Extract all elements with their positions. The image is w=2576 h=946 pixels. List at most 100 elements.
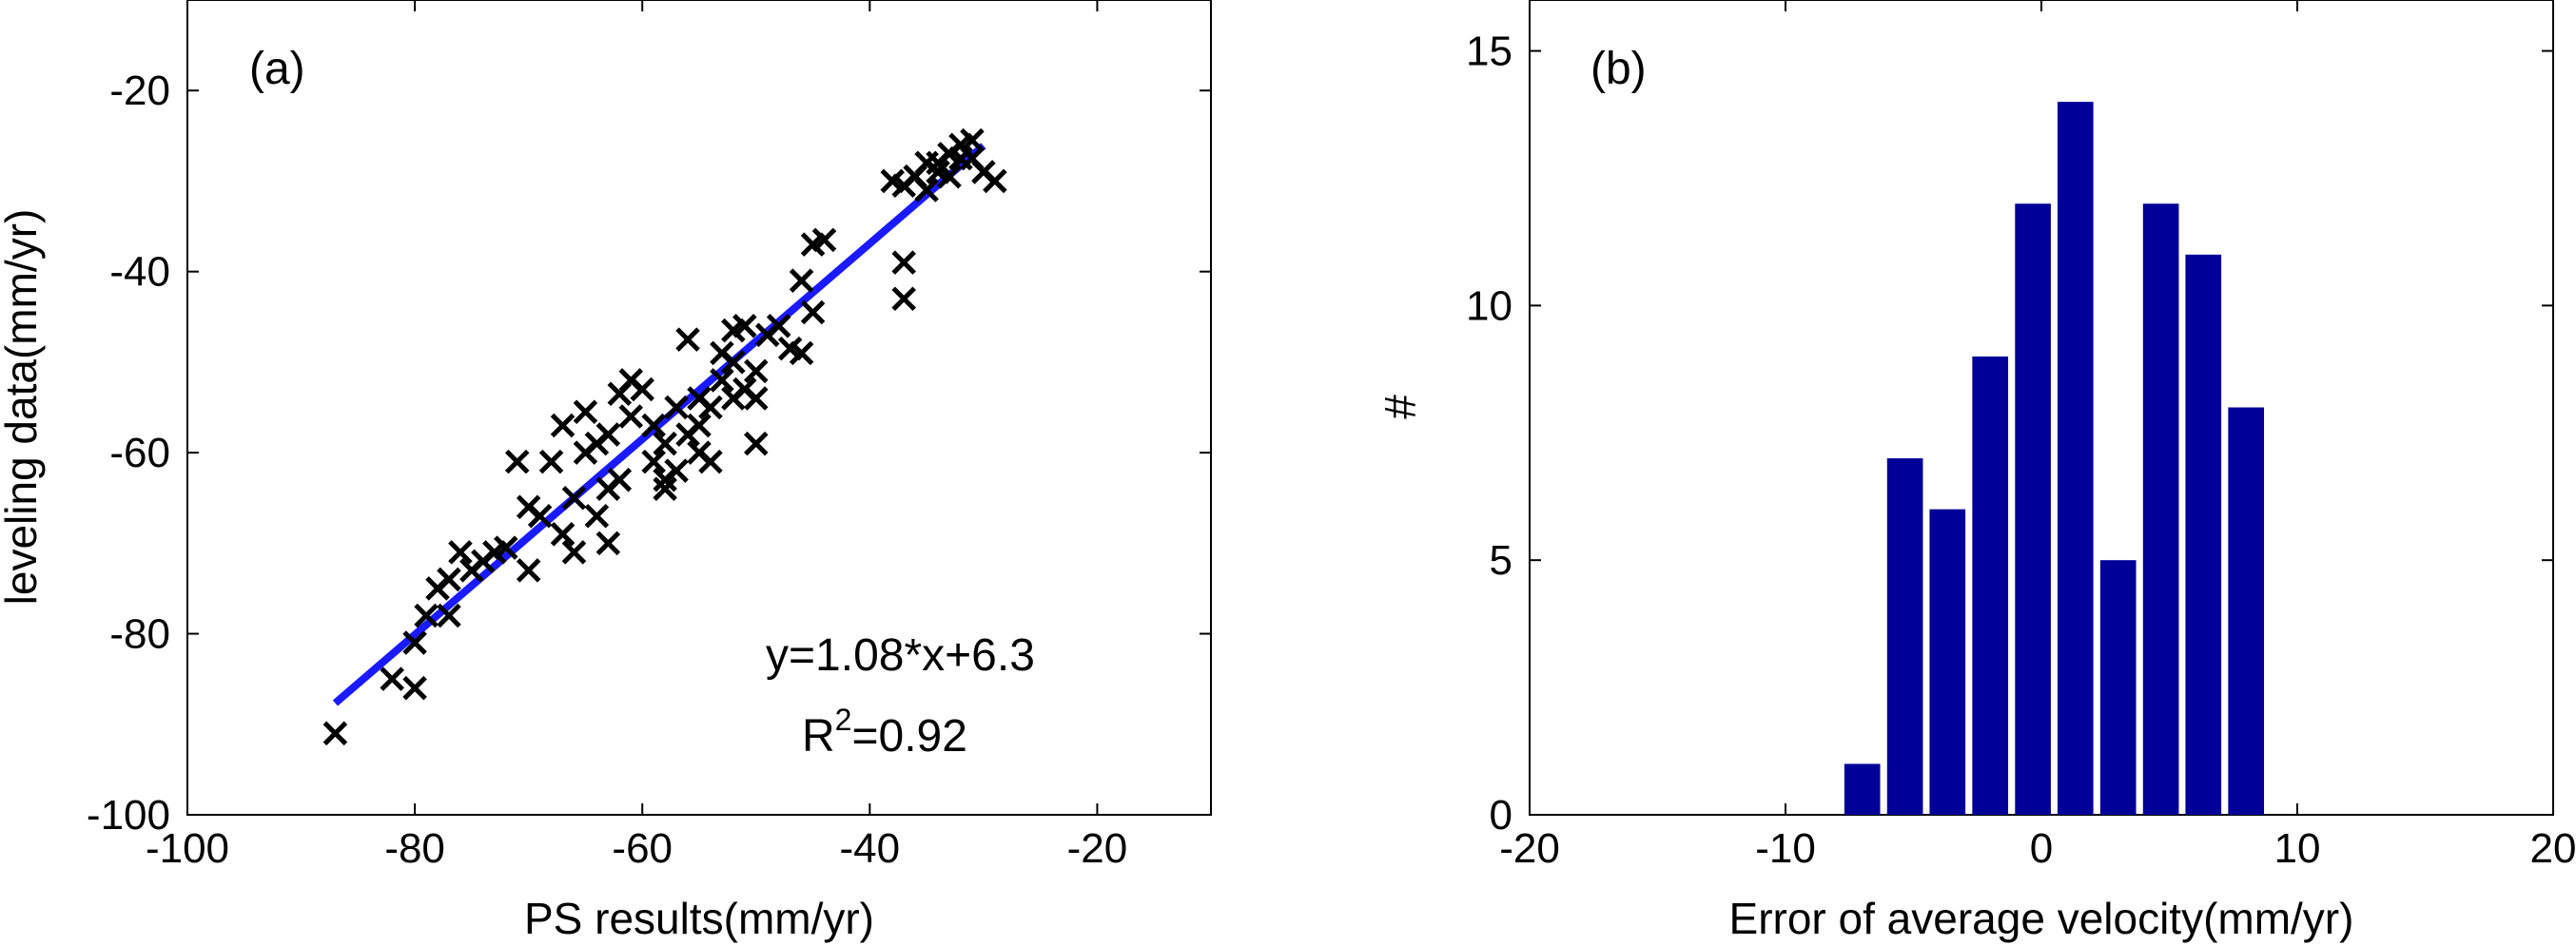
panel-a-point-stroke	[664, 458, 689, 483]
panel-b-bar	[1929, 509, 1966, 815]
panel-a-r-sup: 2	[835, 703, 852, 737]
panel-b-x-tick-label: -10	[1755, 825, 1816, 872]
panel-b-bar	[2015, 203, 2051, 815]
panel-a-point	[573, 399, 598, 425]
panel-a-point	[891, 250, 916, 275]
panel-a-point	[721, 350, 746, 375]
panel-a-point-stroke	[437, 567, 461, 592]
panel-a-point	[983, 168, 1007, 194]
panel-a-point-stroke	[732, 314, 757, 338]
panel-a-point	[437, 603, 461, 628]
panel-a-x-axis-label: PS results(mm/yr)	[524, 894, 874, 943]
panel-b-y-tick-label: 0	[1490, 792, 1512, 839]
panel-b-x-tick-label: -20	[1499, 825, 1560, 872]
panel-a-point	[744, 386, 769, 411]
panel-a-r-squared: R2=0.92	[802, 703, 967, 762]
panel-a-point-stroke	[402, 675, 427, 701]
panel-a-x-tick-label: -60	[612, 825, 673, 872]
panel-a-point	[380, 666, 404, 691]
panel-b-bar	[2185, 254, 2222, 815]
panel-a-x-tick-label: -20	[1067, 825, 1128, 872]
panel-a-point-stroke	[584, 503, 610, 529]
panel-a-y-tick-label: -80	[109, 611, 170, 658]
panel-b-y-axis-label: #	[1376, 395, 1425, 419]
panel-a-point	[618, 404, 644, 429]
panel-a-point-stroke	[538, 449, 564, 474]
panel-a-point-stroke	[653, 431, 677, 456]
panel-a-point	[402, 675, 427, 701]
panel-b-x-tick-label: 10	[2274, 825, 2321, 872]
panel-a-point-stroke	[493, 535, 518, 560]
panel-a-point-stroke	[744, 386, 769, 411]
panel-a-point	[516, 558, 541, 583]
panel-a-r-value: =0.92	[851, 711, 966, 762]
panel-b-bar	[1844, 763, 1881, 815]
panel-b-x-tick-label: 20	[2530, 825, 2576, 872]
panel-a-point	[550, 522, 576, 547]
panel-a-point	[744, 431, 769, 456]
panel-a-point	[698, 449, 723, 474]
panel-a-point-stroke	[641, 449, 666, 474]
panel-a-point-stroke	[891, 286, 916, 312]
panel-a-point-stroke	[926, 160, 950, 184]
panel-b-ticks: -20 -10 0 10 20 0 5 10 15	[1466, 0, 2576, 872]
panel-a-point-stroke	[664, 395, 689, 420]
panel-a: (a) -100 -80 -60 -40 -20 -100 -80 -60 -40 -20 y=1…	[0, 0, 1212, 943]
panel-a-point	[811, 227, 837, 253]
panel-b-bar	[1886, 458, 1923, 815]
panel-a-point	[891, 286, 916, 312]
panel-a-point-stroke	[687, 413, 712, 438]
panel-b-label: (b)	[1590, 44, 1647, 94]
panel-b-bar	[2228, 407, 2265, 815]
panel-a-equation: y=1.08*x+6.3	[766, 630, 1035, 681]
panel-a-point-stroke	[811, 227, 837, 253]
panel-a-point-stroke	[800, 299, 826, 325]
panel-a-point-stroke	[504, 449, 530, 474]
panel-a-point-stroke	[516, 558, 541, 583]
panel-a-point-stroke	[789, 268, 814, 293]
panel-a-point	[641, 413, 666, 438]
panel-a-point	[607, 467, 633, 492]
panel-a-point-stroke	[710, 368, 734, 393]
panel-a-point-stroke	[880, 168, 906, 194]
panel-a-point	[402, 630, 427, 655]
panel-a-point-stroke	[595, 422, 621, 447]
panel-a-point-stroke	[414, 603, 439, 628]
panel-b-y-tick-label: 10	[1466, 282, 1512, 329]
panel-a-point-stroke	[744, 431, 769, 456]
panel-a-point	[527, 503, 553, 529]
panel-a-point	[937, 164, 962, 189]
panel-a-point-stroke	[891, 250, 916, 275]
panel-a-point	[550, 413, 576, 438]
panel-a-point-stroke	[322, 721, 348, 746]
panel-a-point	[595, 422, 621, 447]
panel-a-point-stroke	[789, 340, 814, 366]
panel-a-points	[322, 127, 1007, 746]
panel-b-y-tick-label: 15	[1466, 29, 1512, 75]
panel-a-point	[584, 503, 610, 529]
panel-a-point	[664, 458, 689, 483]
panel-a-point	[687, 413, 712, 438]
panel-a-r-base: R	[802, 711, 835, 762]
panel-b-bars	[1844, 102, 2265, 815]
panel-a-point	[437, 567, 461, 592]
panel-a-point-stroke	[914, 178, 939, 203]
panel-a-point-stroke	[698, 395, 723, 420]
panel-a-point	[414, 603, 439, 628]
panel-b-x-tick-label: 0	[2030, 825, 2053, 872]
panel-a-point	[448, 540, 473, 565]
panel-a-point-stroke	[550, 522, 576, 547]
panel-a-point	[653, 476, 677, 501]
panel-a-point-stroke	[573, 399, 598, 425]
panel-a-point-stroke	[744, 358, 769, 384]
panel-a-point-stroke	[777, 336, 803, 361]
panel-a-point	[504, 449, 530, 474]
panel-a-point	[595, 531, 621, 556]
panel-a-point-stroke	[675, 327, 700, 352]
panel-a-point	[914, 178, 939, 203]
panel-a-point-stroke	[527, 503, 553, 529]
panel-b-bar	[1972, 356, 2009, 815]
panel-a-point-stroke	[983, 168, 1007, 194]
panel-a-point-stroke	[437, 603, 461, 628]
